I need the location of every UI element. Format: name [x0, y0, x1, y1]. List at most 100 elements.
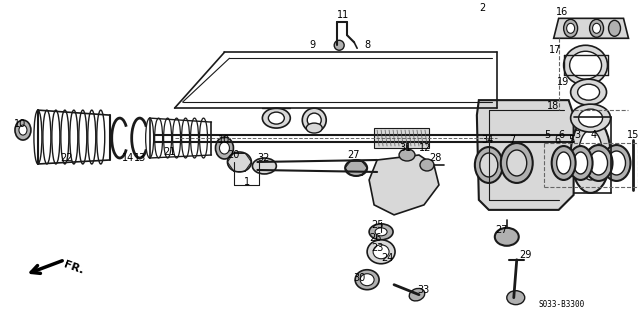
Ellipse shape: [367, 240, 395, 264]
Text: 22: 22: [60, 153, 72, 163]
Text: FR.: FR.: [62, 260, 84, 276]
Ellipse shape: [420, 159, 434, 171]
Ellipse shape: [578, 84, 600, 100]
Ellipse shape: [480, 153, 498, 177]
Ellipse shape: [507, 150, 527, 176]
Ellipse shape: [164, 118, 172, 158]
Text: 8: 8: [364, 40, 371, 50]
Ellipse shape: [15, 120, 31, 140]
Text: 27: 27: [495, 225, 508, 235]
Text: 33: 33: [417, 285, 429, 295]
Ellipse shape: [500, 143, 532, 183]
Text: 3: 3: [575, 130, 580, 140]
Text: 19: 19: [557, 77, 569, 87]
Ellipse shape: [61, 110, 69, 164]
Text: 11: 11: [337, 10, 349, 20]
Text: 4: 4: [591, 130, 596, 140]
Ellipse shape: [173, 118, 180, 158]
Ellipse shape: [88, 110, 96, 164]
Ellipse shape: [345, 160, 367, 176]
Polygon shape: [477, 100, 573, 210]
Ellipse shape: [570, 51, 602, 79]
Text: 10: 10: [218, 135, 230, 145]
Ellipse shape: [216, 137, 234, 159]
Ellipse shape: [268, 112, 284, 124]
Ellipse shape: [589, 19, 604, 37]
Ellipse shape: [360, 274, 374, 286]
Ellipse shape: [557, 152, 571, 174]
Ellipse shape: [579, 130, 602, 180]
Ellipse shape: [507, 291, 525, 305]
Text: 21: 21: [164, 147, 176, 157]
Text: 25: 25: [371, 220, 383, 230]
Ellipse shape: [573, 152, 588, 174]
Text: 26: 26: [369, 233, 381, 243]
Bar: [374, 128, 429, 148]
Ellipse shape: [375, 228, 387, 236]
Polygon shape: [554, 18, 628, 38]
Ellipse shape: [262, 108, 291, 128]
Ellipse shape: [589, 151, 607, 175]
Ellipse shape: [302, 108, 326, 132]
Ellipse shape: [399, 149, 415, 161]
Polygon shape: [369, 155, 439, 215]
Text: 10: 10: [14, 119, 26, 129]
Ellipse shape: [564, 45, 607, 85]
Text: 6: 6: [555, 135, 561, 145]
Ellipse shape: [97, 110, 105, 164]
Ellipse shape: [373, 245, 389, 259]
Ellipse shape: [227, 152, 252, 172]
Ellipse shape: [70, 110, 78, 164]
Ellipse shape: [355, 270, 379, 290]
Text: 30: 30: [353, 273, 365, 283]
Text: 2: 2: [479, 4, 485, 13]
Ellipse shape: [252, 158, 276, 174]
Text: 34: 34: [481, 135, 493, 145]
Ellipse shape: [409, 288, 425, 301]
Ellipse shape: [571, 79, 607, 105]
Text: 15: 15: [627, 130, 639, 140]
Ellipse shape: [609, 20, 621, 36]
Text: 31: 31: [399, 143, 412, 153]
Ellipse shape: [52, 110, 60, 164]
Text: 28: 28: [429, 153, 442, 163]
Text: 20: 20: [227, 150, 240, 160]
Ellipse shape: [146, 118, 154, 158]
Text: 14: 14: [122, 153, 134, 163]
Text: 9: 9: [309, 40, 316, 50]
Ellipse shape: [607, 151, 625, 175]
Ellipse shape: [495, 228, 519, 246]
Ellipse shape: [602, 145, 630, 181]
Text: 17: 17: [548, 45, 561, 55]
Text: 24: 24: [381, 253, 394, 263]
Ellipse shape: [584, 145, 612, 181]
Ellipse shape: [79, 110, 87, 164]
Ellipse shape: [571, 117, 611, 193]
Ellipse shape: [475, 147, 503, 183]
Text: 29: 29: [519, 250, 531, 260]
Ellipse shape: [579, 109, 602, 127]
Text: 16: 16: [556, 7, 568, 17]
Text: 12: 12: [419, 143, 431, 153]
Ellipse shape: [593, 23, 600, 33]
Text: 18: 18: [547, 101, 559, 111]
Text: 32: 32: [257, 153, 269, 163]
Text: 7: 7: [509, 135, 515, 145]
Text: 6: 6: [559, 130, 564, 140]
Ellipse shape: [564, 19, 578, 37]
Ellipse shape: [155, 118, 163, 158]
Text: S033-B3300: S033-B3300: [539, 300, 585, 309]
Ellipse shape: [220, 142, 230, 154]
Text: 5: 5: [544, 130, 550, 140]
Text: 13: 13: [134, 153, 146, 163]
Ellipse shape: [43, 110, 51, 164]
Ellipse shape: [307, 123, 322, 133]
Ellipse shape: [369, 224, 393, 240]
Text: 27: 27: [347, 150, 360, 160]
Ellipse shape: [566, 23, 575, 33]
Text: 5: 5: [568, 135, 575, 145]
Text: 23: 23: [371, 243, 383, 253]
Ellipse shape: [307, 113, 321, 127]
Text: 1: 1: [244, 177, 250, 187]
Ellipse shape: [552, 146, 575, 180]
